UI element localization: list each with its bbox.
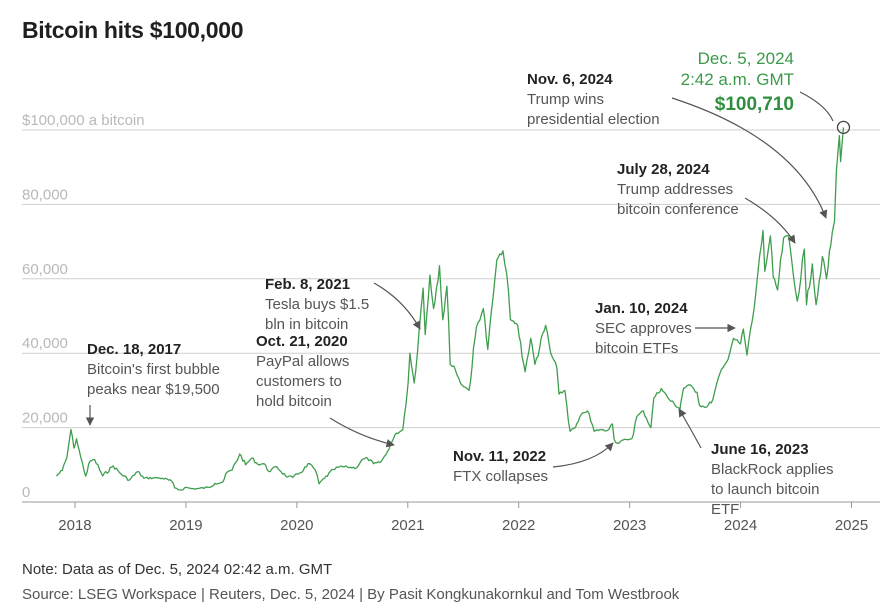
x-tick-label: 2018 <box>58 517 91 534</box>
annotation-text: peaks near $19,500 <box>87 381 220 398</box>
chart-note: Note: Data as of Dec. 5, 2024 02:42 a.m.… <box>22 561 333 578</box>
highlight-date: Dec. 5, 2024 <box>698 49 794 68</box>
annotation-date: Jan. 10, 2024 <box>595 300 688 317</box>
x-tick-label: 2022 <box>502 517 535 534</box>
annotation-date: Nov. 6, 2024 <box>527 71 613 88</box>
annotation-date: July 28, 2024 <box>617 161 710 178</box>
annotation-date: Feb. 8, 2021 <box>265 276 350 293</box>
highlight-leader <box>799 91 834 122</box>
annotation-date: Oct. 21, 2020 <box>256 333 348 350</box>
y-axis: 0 20,000 40,000 60,000 80,000 $100,000 a bitc… <box>22 112 145 501</box>
annotation-nov2022: Nov. 11, 2022 FTX collapses <box>453 448 548 485</box>
y-tick-label: $100,000 a bitcoin <box>22 112 145 129</box>
annotation-text: BlackRock applies <box>711 461 834 478</box>
annotation-text: bln in bitcoin <box>265 316 348 333</box>
y-tick-label: 60,000 <box>22 261 68 278</box>
annotation-text: hold bitcoin <box>256 393 332 410</box>
x-tick-label: 2020 <box>280 517 313 534</box>
annotation-feb2021: Feb. 8, 2021 Tesla buys $1.5 bln in bitcoi… <box>265 276 369 333</box>
y-tick-label: 20,000 <box>22 410 68 427</box>
annotation-text: bitcoin ETFs <box>595 340 678 357</box>
annotation-dec2017: Dec. 18, 2017 Bitcoin's first bubble peaks… <box>87 341 220 398</box>
chart-source: Source: LSEG Workspace | Reuters, Dec. 5… <box>22 586 680 603</box>
annotation-date: Nov. 11, 2022 <box>453 448 546 465</box>
annotation-arrow-nov2022 <box>552 442 614 468</box>
highlight-marker <box>836 120 851 135</box>
annotation-arrow-jun2023 <box>678 408 702 449</box>
annotation-text: SEC approves <box>595 320 692 337</box>
annotation-arrow-feb2021 <box>373 282 421 330</box>
annotation-text: Trump addresses <box>617 181 733 198</box>
highlight-time: 2:42 a.m. GMT <box>681 70 794 89</box>
highlight-group: Dec. 5, 2024 2:42 a.m. GMT $100,710 <box>681 49 851 135</box>
y-tick-label: 40,000 <box>22 335 68 352</box>
annotation-text: bitcoin conference <box>617 201 739 218</box>
x-tick-label: 2024 <box>724 517 757 534</box>
gridlines <box>22 129 880 503</box>
annotation-text: ETF <box>711 501 739 518</box>
x-tick-label: 2023 <box>613 517 646 534</box>
annotation-jul2024: July 28, 2024 Trump addresses bitcoin conf… <box>617 161 739 218</box>
annotation-text: Trump wins <box>527 91 604 108</box>
annotation-text: Bitcoin's first bubble <box>87 361 220 378</box>
annotation-date: Dec. 18, 2017 <box>87 341 181 358</box>
y-tick-label: 80,000 <box>22 186 68 203</box>
annotation-text: PayPal allows <box>256 353 349 370</box>
chart-title: Bitcoin hits $100,000 <box>22 17 244 43</box>
annotation-arrow-nov2024 <box>671 97 828 219</box>
y-tick-label: 0 <box>22 484 30 501</box>
x-tick-label: 2019 <box>169 517 202 534</box>
annotation-oct2020: Oct. 21, 2020 PayPal allows customers to ho… <box>256 333 349 410</box>
annotation-date: June 16, 2023 <box>711 441 809 458</box>
series-group <box>56 127 845 491</box>
annotation-arrow-oct2020 <box>329 417 395 448</box>
series-line <box>56 127 845 491</box>
annotation-text: FTX collapses <box>453 468 548 485</box>
x-axis: 2018 2019 2020 2021 2022 2023 2024 2025 <box>58 502 868 534</box>
annotation-jan2024: Jan. 10, 2024 SEC approves bitcoin ETFs <box>595 300 692 357</box>
annotation-arrows <box>85 97 828 468</box>
highlight-value: $100,710 <box>715 94 794 115</box>
annotation-text: Tesla buys $1.5 <box>265 296 369 313</box>
annotation-jun2023: June 16, 2023 BlackRock applies to launch … <box>711 441 834 518</box>
x-tick-label: 2025 <box>835 517 868 534</box>
annotation-text: presidential election <box>527 111 660 128</box>
annotation-nov2024: Nov. 6, 2024 Trump wins presidential elect… <box>527 71 660 128</box>
annotation-arrow-jul2024 <box>744 197 796 244</box>
annotation-text: customers to <box>256 373 342 390</box>
annotation-text: to launch bitcoin <box>711 481 819 498</box>
x-tick-label: 2021 <box>391 517 424 534</box>
annotations: Dec. 18, 2017 Bitcoin's first bubble peaks… <box>87 71 834 518</box>
